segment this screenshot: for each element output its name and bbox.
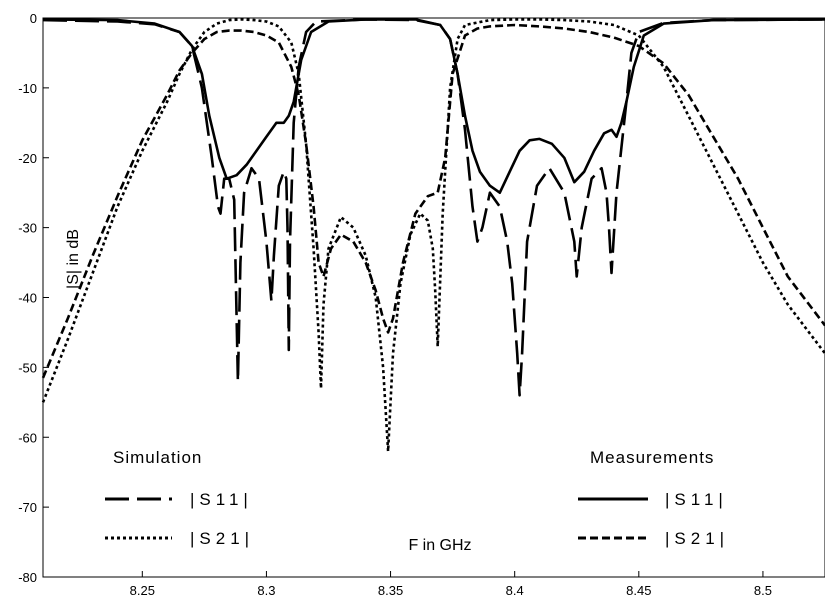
y-tick-label: -40 xyxy=(18,291,37,306)
y-axis-label: |S| in dB xyxy=(65,229,82,289)
legend-meas-s11-label: |S11| xyxy=(665,490,728,509)
x-tick-label: 8.45 xyxy=(626,583,651,598)
y-tick-label: -70 xyxy=(18,500,37,515)
x-tick-label: 8.25 xyxy=(130,583,155,598)
x-tick-label: 8.3 xyxy=(257,583,275,598)
series-line-simulation-s21 xyxy=(41,18,825,453)
x-axis-label: F in GHz xyxy=(408,537,471,554)
y-tick-label: -60 xyxy=(18,430,37,445)
y-tick-label: -50 xyxy=(18,360,37,375)
legend-meas-s21-label: |S21| xyxy=(665,529,729,548)
series-line-simulation-s11 xyxy=(42,18,825,397)
legend: Simulation Measurements |S11| |S21| |S11… xyxy=(105,448,729,548)
legend-sim-s21-label: |S21| xyxy=(190,529,254,548)
series-line-measurements-s11 xyxy=(42,18,825,194)
y-tick-label: 0 xyxy=(30,11,37,26)
x-tick-label: 8.35 xyxy=(378,583,403,598)
plot-frame xyxy=(42,17,825,578)
legend-sim-s11-label: |S11| xyxy=(190,490,253,509)
legend-measurements-title: Measurements xyxy=(590,448,714,467)
legend-simulation-title: Simulation xyxy=(113,448,202,467)
y-tick-label: -80 xyxy=(18,570,37,585)
y-tick-label: -20 xyxy=(18,151,37,166)
x-tick-label: 8.5 xyxy=(754,583,772,598)
series-line-measurements-s21 xyxy=(41,23,825,379)
y-tick-label: -30 xyxy=(18,221,37,236)
y-tick-label: -10 xyxy=(18,81,37,96)
x-tick-label: 8.4 xyxy=(506,583,524,598)
